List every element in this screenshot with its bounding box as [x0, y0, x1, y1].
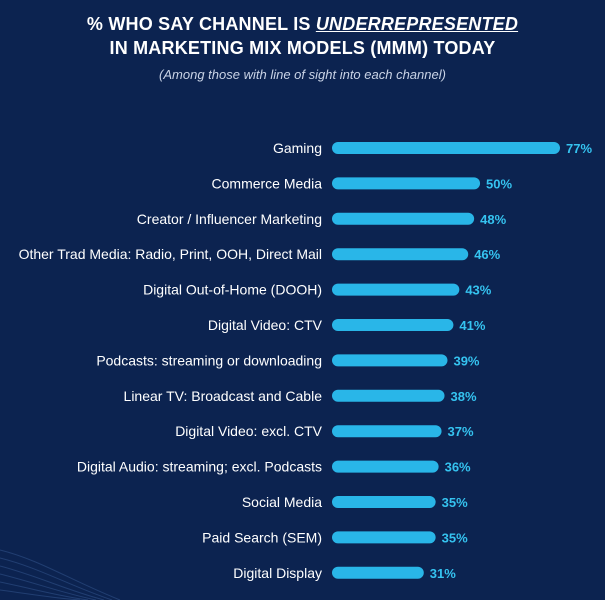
- bar: [332, 248, 469, 261]
- value-label: 50%: [486, 176, 512, 191]
- bar-row: Commerce Media 50%: [212, 175, 513, 191]
- bar-row: Linear TV: Broadcast and Cable 38%: [124, 388, 477, 404]
- bar: [332, 212, 475, 225]
- bar-row: Digital Video: excl. CTV 37%: [175, 423, 474, 439]
- category-label: Digital Display: [233, 565, 322, 581]
- chart-title-line2: IN MARKETING MIX MODELS (MMM) TODAY: [109, 38, 496, 58]
- chart-subtitle: (Among those with line of sight into eac…: [159, 67, 446, 82]
- bar: [332, 283, 460, 296]
- value-label: 77%: [566, 141, 592, 156]
- bar-row: Paid Search (SEM) 35%: [202, 529, 468, 545]
- value-label: 46%: [474, 247, 500, 262]
- bar-row: Gaming 77%: [273, 140, 592, 156]
- bar-row: Other Trad Media: Radio, Print, OOH, Dir…: [19, 246, 501, 262]
- value-label: 38%: [451, 389, 477, 404]
- bar: [332, 177, 481, 190]
- category-label: Digital Out-of-Home (DOOH): [143, 282, 322, 298]
- bar: [332, 319, 454, 331]
- category-label: Paid Search (SEM): [202, 529, 322, 545]
- category-label: Social Media: [242, 494, 322, 510]
- value-label: 36%: [445, 460, 471, 475]
- bar-row: Creator / Influencer Marketing 48%: [137, 211, 507, 227]
- value-label: 43%: [465, 283, 491, 298]
- chart-title-line1: % WHO SAY CHANNEL IS UNDERREPRESENTED: [0, 14, 605, 35]
- category-label: Linear TV: Broadcast and Cable: [124, 388, 323, 404]
- bar: [332, 531, 436, 544]
- value-label: 41%: [459, 318, 485, 333]
- bar-row: Podcasts: streaming or downloading 39%: [96, 352, 480, 368]
- chart-title-emphasis: UNDERREPRESENTED: [315, 14, 519, 34]
- bar: [332, 142, 560, 154]
- bar-row: Digital Audio: streaming; excl. Podcasts…: [77, 459, 471, 475]
- value-label: 35%: [442, 495, 468, 510]
- bar: [332, 389, 445, 402]
- category-label: Digital Video: excl. CTV: [175, 423, 322, 439]
- bar: [332, 460, 439, 473]
- category-label: Digital Audio: streaming; excl. Podcasts: [77, 459, 322, 475]
- category-label: Digital Video: CTV: [208, 317, 323, 333]
- bar-row: Digital Display 31%: [233, 565, 456, 581]
- value-label: 31%: [430, 566, 456, 581]
- bar-row: Digital Video: CTV 41%: [208, 317, 486, 333]
- chart-title-prefix: % WHO SAY CHANNEL IS: [86, 14, 316, 34]
- bar-row: Social Media 35%: [242, 494, 468, 510]
- bar: [332, 425, 442, 438]
- bar: [332, 496, 436, 508]
- decorative-waves: [0, 549, 121, 600]
- category-label: Gaming: [273, 140, 322, 156]
- bar: [332, 566, 424, 579]
- value-label: 39%: [453, 353, 479, 368]
- category-label: Creator / Influencer Marketing: [137, 211, 322, 227]
- category-label: Other Trad Media: Radio, Print, OOH, Dir…: [19, 246, 322, 262]
- value-label: 48%: [480, 212, 506, 227]
- category-label: Podcasts: streaming or downloading: [96, 352, 322, 368]
- bar: [332, 354, 448, 367]
- category-label: Commerce Media: [212, 175, 323, 191]
- bar-row: Digital Out-of-Home (DOOH) 43%: [143, 282, 492, 298]
- value-label: 35%: [442, 530, 468, 545]
- value-label: 37%: [448, 424, 474, 439]
